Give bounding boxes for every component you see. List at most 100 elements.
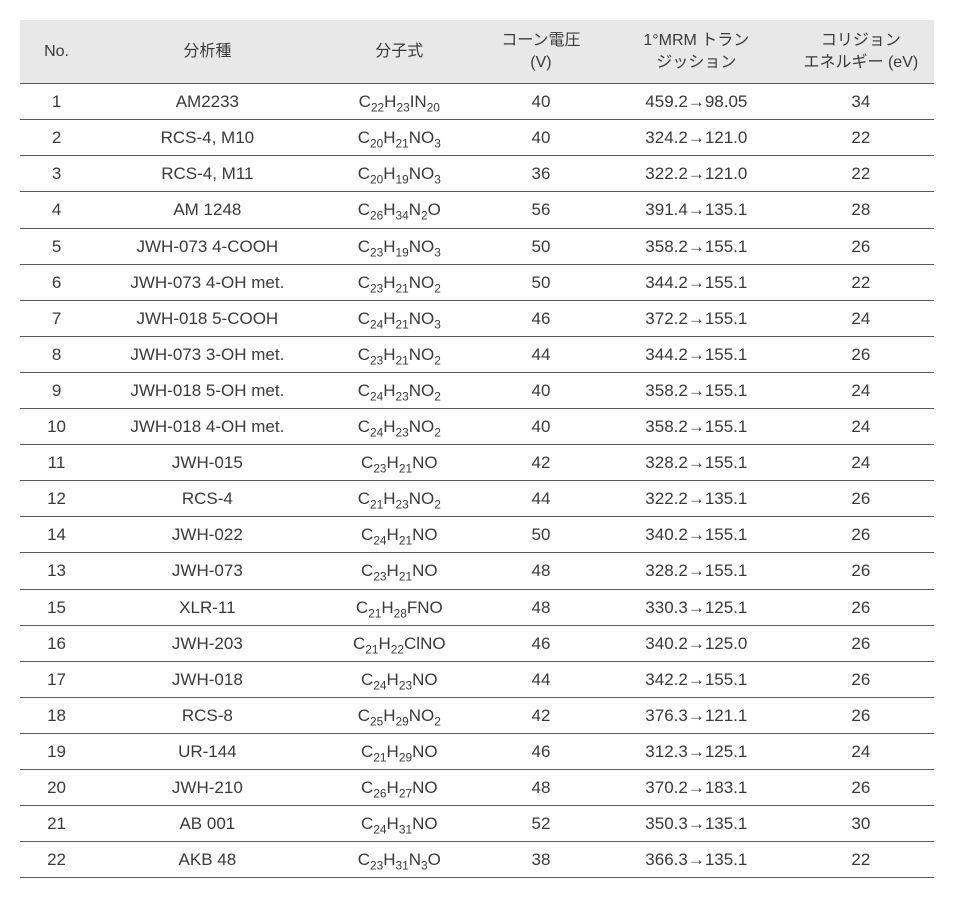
col-header-ce: コリジョンエネルギー (eV)	[788, 20, 934, 84]
cell-mrm: 358.2→155.1	[605, 372, 788, 408]
cell-cv: 42	[477, 445, 605, 481]
cell-ce: 26	[788, 589, 934, 625]
cell-mf: C25H29NO2	[322, 697, 477, 733]
cell-mf: C23H21NO2	[322, 336, 477, 372]
cell-mf: C24H23NO2	[322, 409, 477, 445]
cell-name: RCS-4	[93, 481, 322, 517]
cell-ce: 26	[788, 481, 934, 517]
cell-cv: 50	[477, 264, 605, 300]
cell-mf: C23H21NO	[322, 553, 477, 589]
cell-name: JWH-018 5-OH met.	[93, 372, 322, 408]
cell-name: RCS-4, M10	[93, 120, 322, 156]
table-row: 7JWH-018 5-COOHC24H21NO346372.2→155.124	[20, 300, 934, 336]
cell-ce: 22	[788, 264, 934, 300]
table-row: 5JWH-073 4-COOHC23H19NO350358.2→155.126	[20, 228, 934, 264]
cell-cv: 48	[477, 769, 605, 805]
cell-name: JWH-018	[93, 661, 322, 697]
cell-mrm: 340.2→125.0	[605, 625, 788, 661]
col-header-mrm: 1°MRM トランジッション	[605, 20, 788, 84]
cell-mf: C20H19NO3	[322, 156, 477, 192]
table-row: 19UR-144C21H29NO46312.3→125.124	[20, 733, 934, 769]
cell-mf: C23H21NO	[322, 445, 477, 481]
cell-mrm: 344.2→155.1	[605, 336, 788, 372]
cell-name: JWH-203	[93, 625, 322, 661]
cell-no: 6	[20, 264, 93, 300]
cell-ce: 24	[788, 409, 934, 445]
cell-no: 14	[20, 517, 93, 553]
cell-mrm: 312.3→125.1	[605, 733, 788, 769]
cell-mrm: 328.2→155.1	[605, 553, 788, 589]
cell-mf: C26H27NO	[322, 769, 477, 805]
cell-cv: 48	[477, 589, 605, 625]
cell-mrm: 376.3→121.1	[605, 697, 788, 733]
cell-name: RCS-4, M11	[93, 156, 322, 192]
cell-mf: C23H31N3O	[322, 842, 477, 878]
cell-ce: 26	[788, 228, 934, 264]
cell-mf: C24H23NO	[322, 661, 477, 697]
cell-cv: 46	[477, 625, 605, 661]
cell-no: 12	[20, 481, 93, 517]
cell-mf: C24H31NO	[322, 806, 477, 842]
cell-ce: 26	[788, 661, 934, 697]
table-row: 2RCS-4, M10C20H21NO340324.2→121.022	[20, 120, 934, 156]
cell-no: 16	[20, 625, 93, 661]
cell-mrm: 358.2→155.1	[605, 409, 788, 445]
cell-mrm: 342.2→155.1	[605, 661, 788, 697]
cell-mrm: 322.2→135.1	[605, 481, 788, 517]
cell-no: 7	[20, 300, 93, 336]
cell-cv: 48	[477, 553, 605, 589]
cell-cv: 46	[477, 300, 605, 336]
cell-cv: 50	[477, 517, 605, 553]
table-row: 10JWH-018 4-OH met.C24H23NO240358.2→155.…	[20, 409, 934, 445]
cell-mrm: 340.2→155.1	[605, 517, 788, 553]
cell-name: AKB 48	[93, 842, 322, 878]
cell-mf: C26H34N2O	[322, 192, 477, 228]
cell-no: 4	[20, 192, 93, 228]
cell-cv: 36	[477, 156, 605, 192]
cell-cv: 56	[477, 192, 605, 228]
analyte-table: No. 分析種 分子式 コーン電圧(V) 1°MRM トランジッション コリジョ…	[20, 20, 934, 878]
cell-cv: 44	[477, 481, 605, 517]
cell-mf: C20H21NO3	[322, 120, 477, 156]
table-row: 15XLR-11C21H28FNO48330.3→125.126	[20, 589, 934, 625]
cell-no: 13	[20, 553, 93, 589]
cell-no: 18	[20, 697, 93, 733]
cell-name: JWH-015	[93, 445, 322, 481]
cell-mrm: 391.4→135.1	[605, 192, 788, 228]
table-row: 9JWH-018 5-OH met.C24H23NO240358.2→155.1…	[20, 372, 934, 408]
cell-mrm: 344.2→155.1	[605, 264, 788, 300]
cell-ce: 34	[788, 84, 934, 120]
cell-no: 3	[20, 156, 93, 192]
cell-name: RCS-8	[93, 697, 322, 733]
col-header-cv: コーン電圧(V)	[477, 20, 605, 84]
col-header-name: 分析種	[93, 20, 322, 84]
cell-mf: C21H28FNO	[322, 589, 477, 625]
table-row: 22AKB 48C23H31N3O38366.3→135.122	[20, 842, 934, 878]
cell-ce: 26	[788, 553, 934, 589]
cell-mrm: 370.2→183.1	[605, 769, 788, 805]
table-row: 14JWH-022C24H21NO50340.2→155.126	[20, 517, 934, 553]
cell-cv: 46	[477, 733, 605, 769]
cell-ce: 26	[788, 517, 934, 553]
cell-cv: 40	[477, 84, 605, 120]
table-row: 3RCS-4, M11C20H19NO336322.2→121.022	[20, 156, 934, 192]
cell-ce: 24	[788, 372, 934, 408]
table-row: 4AM 1248C26H34N2O56391.4→135.128	[20, 192, 934, 228]
cell-name: UR-144	[93, 733, 322, 769]
cell-no: 11	[20, 445, 93, 481]
cell-name: JWH-073	[93, 553, 322, 589]
cell-name: AM2233	[93, 84, 322, 120]
table-row: 17JWH-018C24H23NO44342.2→155.126	[20, 661, 934, 697]
table-row: 20JWH-210C26H27NO48370.2→183.126	[20, 769, 934, 805]
cell-ce: 26	[788, 625, 934, 661]
cell-no: 10	[20, 409, 93, 445]
cell-no: 15	[20, 589, 93, 625]
cell-ce: 30	[788, 806, 934, 842]
cell-cv: 38	[477, 842, 605, 878]
cell-name: XLR-11	[93, 589, 322, 625]
cell-name: JWH-073 4-COOH	[93, 228, 322, 264]
cell-cv: 42	[477, 697, 605, 733]
cell-mrm: 358.2→155.1	[605, 228, 788, 264]
cell-mrm: 322.2→121.0	[605, 156, 788, 192]
cell-mrm: 330.3→125.1	[605, 589, 788, 625]
